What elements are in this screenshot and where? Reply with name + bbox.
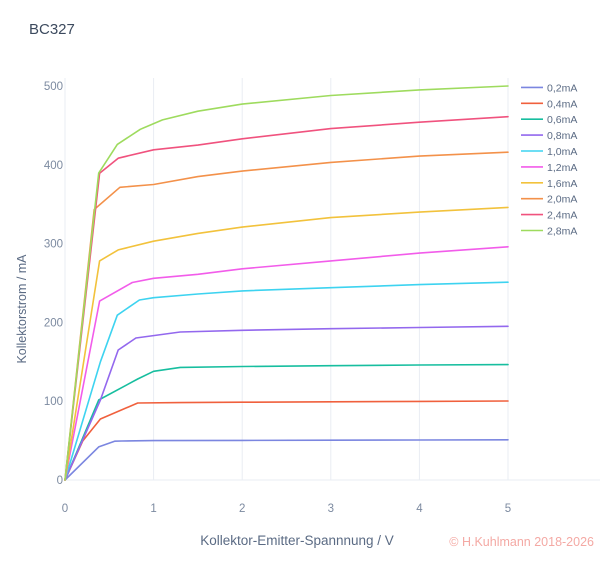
svg-text:0,6mA: 0,6mA — [547, 114, 577, 126]
svg-text:0: 0 — [62, 503, 68, 515]
svg-text:5: 5 — [505, 503, 511, 515]
svg-text:0,8mA: 0,8mA — [547, 130, 577, 142]
svg-text:400: 400 — [44, 160, 63, 172]
svg-text:300: 300 — [44, 239, 63, 251]
svg-text:0,4mA: 0,4mA — [547, 98, 577, 110]
svg-text:200: 200 — [44, 317, 63, 329]
svg-text:1,0mA: 1,0mA — [547, 146, 577, 158]
svg-text:4: 4 — [416, 503, 423, 515]
svg-text:100: 100 — [44, 396, 63, 408]
svg-text:500: 500 — [44, 81, 63, 93]
svg-text:2,0mA: 2,0mA — [547, 194, 577, 206]
svg-text:3: 3 — [328, 503, 334, 515]
svg-text:2: 2 — [239, 503, 245, 515]
svg-text:0: 0 — [57, 475, 63, 487]
svg-text:1: 1 — [150, 503, 156, 515]
svg-text:1,2mA: 1,2mA — [547, 162, 577, 174]
svg-text:2,8mA: 2,8mA — [547, 226, 577, 238]
svg-text:0,2mA: 0,2mA — [547, 82, 577, 94]
svg-text:2,4mA: 2,4mA — [547, 210, 577, 222]
svg-text:1,6mA: 1,6mA — [547, 178, 577, 190]
